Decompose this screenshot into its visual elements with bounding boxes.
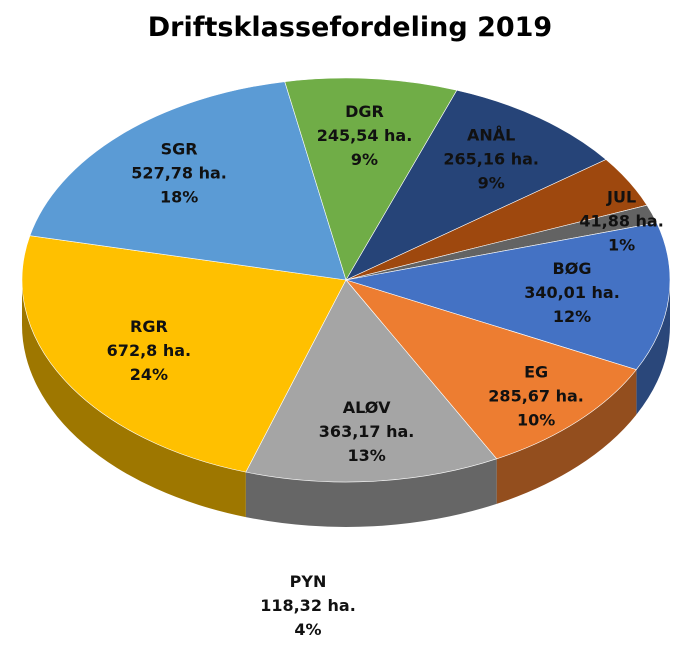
pie-top-faces [21, 77, 671, 483]
slice-side-bog [636, 280, 670, 415]
slice-value-label: 527,78 ha. [131, 164, 227, 183]
slice-value-label: 363,17 ha. [319, 422, 415, 441]
chart-title: Driftsklassefordeling 2019 [147, 12, 553, 43]
slice-alov [245, 279, 498, 483]
slice-side-eg [496, 369, 637, 504]
slice-percent-label: 9% [478, 174, 505, 193]
slice-bog [345, 222, 671, 370]
slice-label-sgr: SGR 527,78 ha. 18% [131, 140, 227, 207]
slice-label-alov: ALØV 363,17 ha. 13% [319, 398, 415, 465]
slice-percent-label: 1% [608, 236, 635, 255]
slice-side-rgr [22, 280, 246, 518]
slice-value-label: 245,54 ha. [317, 126, 413, 145]
slice-category-label: JUL [606, 188, 636, 207]
slice-eg [345, 279, 637, 460]
slice-label-bog: BØG 340,01 ha. 12% [524, 259, 620, 326]
slice-percent-label: 12% [553, 307, 591, 326]
slice-category-label: PYN [290, 572, 327, 591]
slice-value-label: 118,32 ha. [260, 596, 356, 615]
slice-label-eg: EG 285,67 ha. 10% [488, 363, 584, 430]
slice-value-label: 340,01 ha. [524, 283, 620, 302]
slice-category-label: ALØV [343, 398, 391, 417]
slice-value-label: 672,8 ha. [107, 341, 191, 360]
slice-category-label: BØG [553, 259, 592, 278]
slice-percent-label: 9% [351, 150, 378, 169]
slice-value-label: 265,16 ha. [443, 150, 539, 169]
slice-label-anal: ANÅL 265,16 ha. 9% [443, 126, 539, 193]
slice-sgr [29, 81, 347, 281]
slice-percent-label: 13% [347, 446, 385, 465]
slice-label-jul: JUL 41,88 ha. 1% [579, 188, 663, 255]
slice-category-label: RGR [130, 317, 168, 336]
pie-side-walls [22, 280, 670, 527]
slice-percent-label: 24% [130, 365, 168, 384]
slice-category-label: EG [524, 363, 548, 382]
slice-value-label: 41,88 ha. [579, 212, 663, 231]
slice-category-label: SGR [161, 140, 198, 159]
slice-category-label: ANÅL [467, 126, 515, 145]
slice-dgr [284, 77, 458, 281]
slice-anal [345, 89, 607, 281]
slice-label-dgr: DGR 245,54 ha. 9% [317, 102, 413, 169]
slice-side-alov [245, 458, 497, 527]
slice-labels: RGR 672,8 ha. 24% SGR 527,78 ha. 18% DGR 245,54… [107, 102, 664, 639]
slice-percent-label: 4% [294, 620, 321, 639]
slice-label-pyn: PYN 118,32 ha. 4% [260, 572, 356, 639]
slice-rgr [21, 235, 347, 473]
slice-value-label: 285,67 ha. [488, 387, 584, 406]
slice-percent-label: 10% [517, 411, 555, 430]
slice-category-label: DGR [345, 102, 384, 121]
slice-label-rgr: RGR 672,8 ha. 24% [107, 317, 191, 384]
slice-percent-label: 18% [160, 188, 198, 207]
